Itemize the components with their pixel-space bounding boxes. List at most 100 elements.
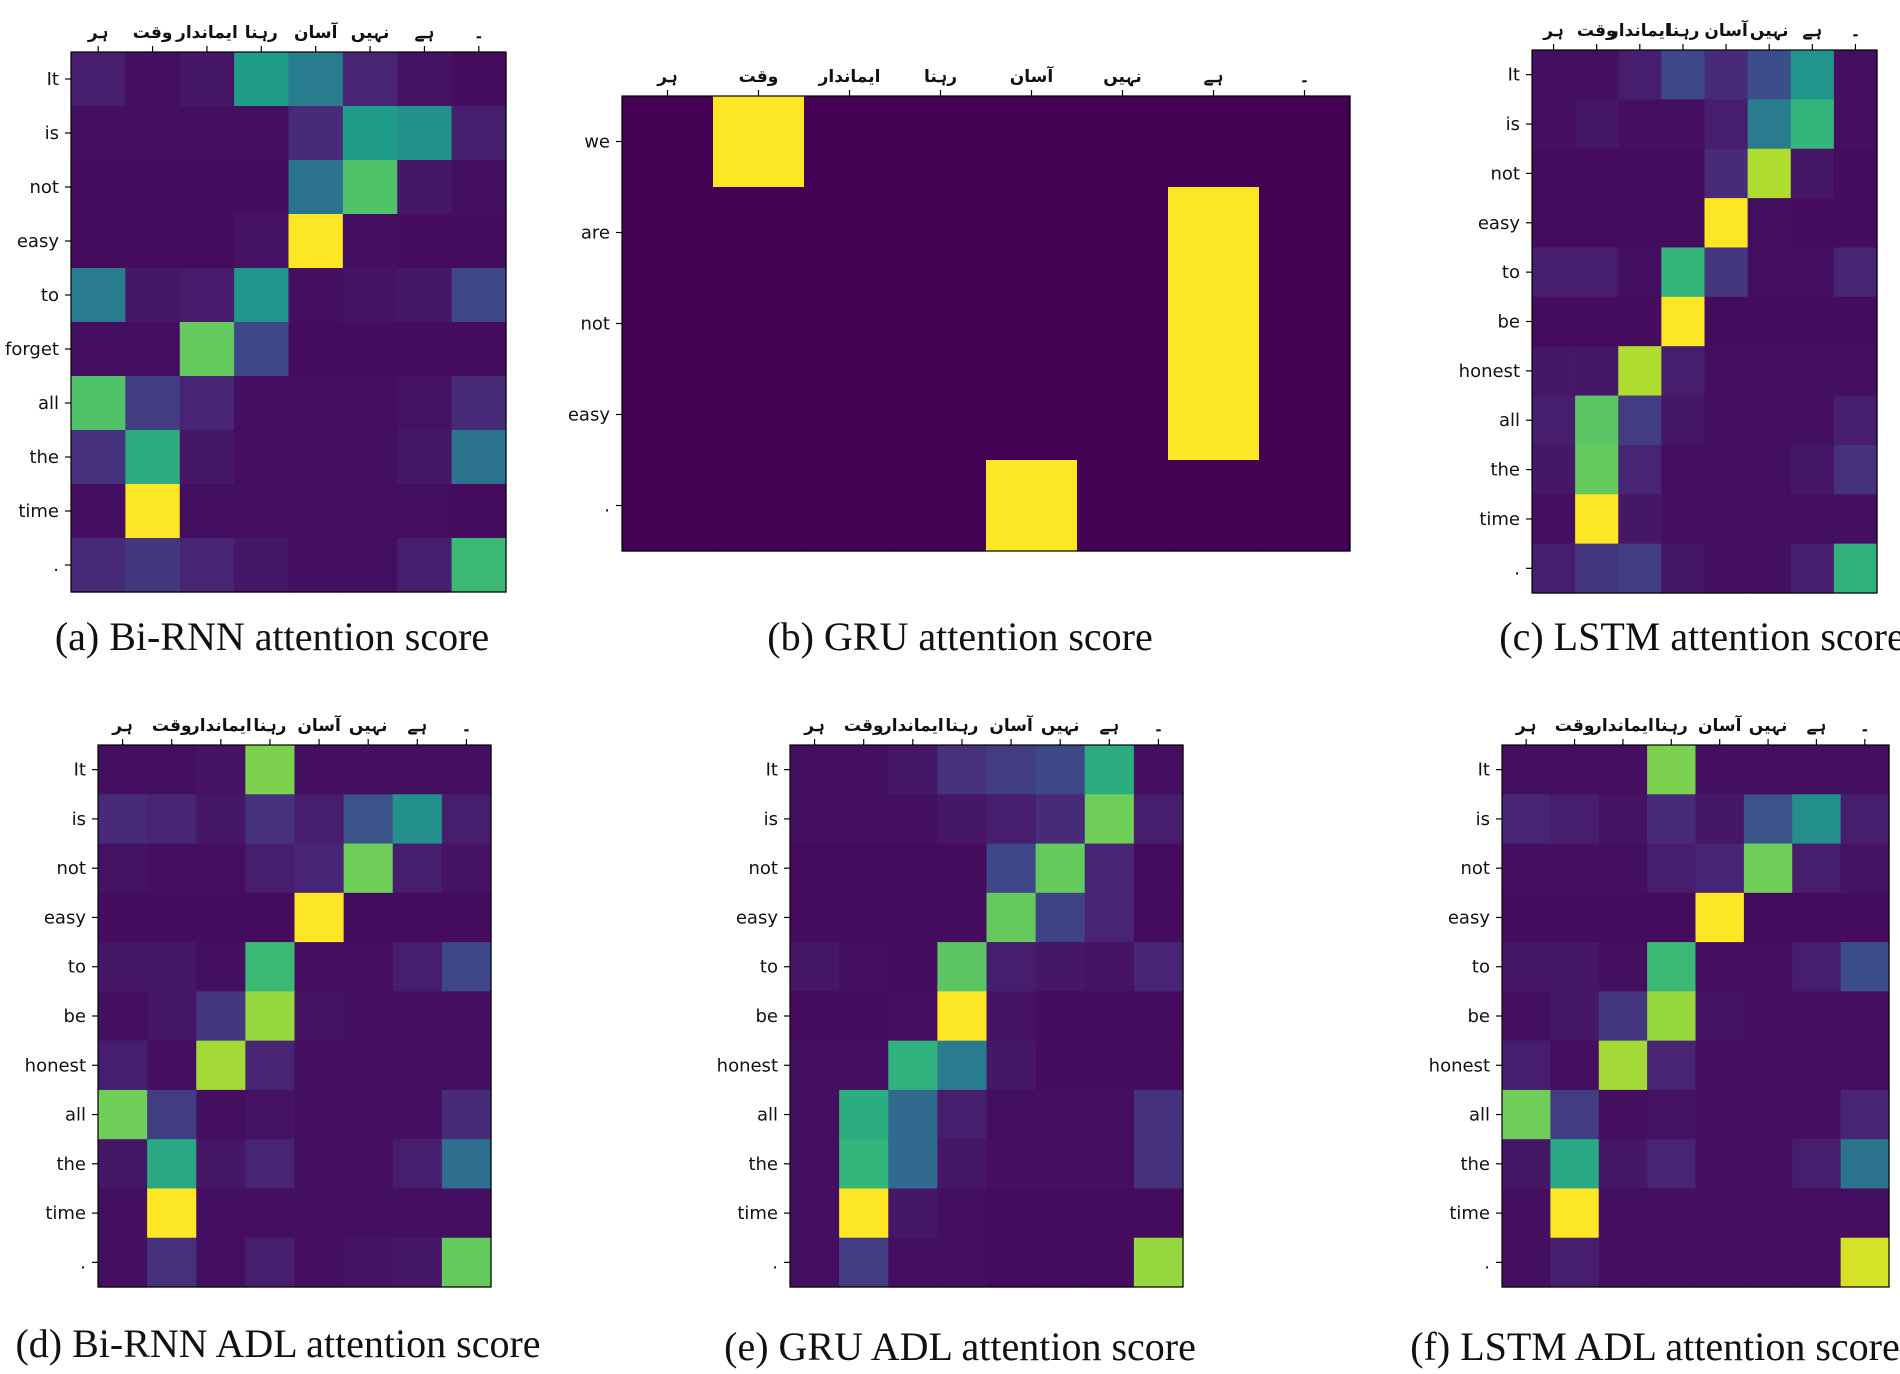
y-tick-label: easy xyxy=(568,405,610,426)
heatmap-cell-r3-c1 xyxy=(713,369,805,461)
heatmap-cell-r9-c3 xyxy=(234,538,290,593)
heatmap-cell-r0-c7 xyxy=(1840,745,1890,795)
y-tick-label: easy xyxy=(44,907,86,928)
heatmap-cell-r8-c7 xyxy=(441,1139,492,1190)
heatmap-cell-r6-c0 xyxy=(98,1040,148,1091)
heatmap-cell-r6-c6 xyxy=(1790,346,1835,397)
heatmap-cell-r0-c6 xyxy=(1790,50,1835,100)
heatmap-cell-r10-c5 xyxy=(1747,543,1792,594)
heatmap-cell-r6-c6 xyxy=(1084,1040,1135,1091)
heatmap-cell-r4-c4 xyxy=(986,942,1037,992)
heatmap-cell-r1-c3 xyxy=(895,187,987,279)
y-tick-label: to xyxy=(1472,957,1490,978)
heatmap-cell-r0-c1 xyxy=(1575,50,1619,100)
heatmap-cell-r3-c7 xyxy=(441,892,492,943)
heatmap-cell-r3-c1 xyxy=(125,214,181,269)
heatmap-cell-r5-c0 xyxy=(1532,296,1576,347)
heatmap-cell-r3-c6 xyxy=(392,892,443,943)
y-tick-label: It xyxy=(47,69,59,90)
heatmap-cell-r7-c6 xyxy=(1084,1089,1135,1140)
heatmap-cell-r10-c4 xyxy=(1695,1237,1745,1288)
heatmap-cell-r3-c3 xyxy=(895,369,987,461)
heatmap-cell-r8-c5 xyxy=(343,1139,394,1190)
heatmap-cell-r2-c5 xyxy=(342,160,398,215)
heatmap-cell-r8-c4 xyxy=(288,484,344,539)
heatmap-cell-r6-c7 xyxy=(1133,1040,1184,1091)
heatmap-cell-r7-c6 xyxy=(1790,395,1835,446)
heatmap-cell-r8-c4 xyxy=(1695,1139,1745,1190)
y-tick-label: to xyxy=(760,957,778,978)
heatmap-cell-r10-c6 xyxy=(392,1237,443,1288)
x-tick-label: ۔ xyxy=(1153,716,1163,736)
heatmap-cell-r7-c6 xyxy=(1792,1089,1842,1140)
x-tick-label: آسان xyxy=(1698,714,1743,736)
heatmap-cell-r10-c2 xyxy=(196,1237,246,1288)
x-tick-label: نہیں xyxy=(349,716,388,736)
heatmap-cell-r2-c0 xyxy=(1502,843,1551,894)
heatmap-cell-r9-c0 xyxy=(790,1188,840,1239)
heatmap-cell-r0-c1 xyxy=(1550,745,1600,795)
heatmap-cell-r3-c1 xyxy=(1575,198,1619,249)
heatmap-cell-r1-c7 xyxy=(1259,187,1351,279)
heatmap-cell-r6-c2 xyxy=(196,1040,246,1091)
y-tick-label: is xyxy=(1506,114,1520,135)
heatmap-cell-r1-c0 xyxy=(622,187,714,279)
heatmap-cell-r4-c6 xyxy=(1792,942,1842,992)
heatmap-cell-r5-c2 xyxy=(1618,296,1662,347)
heatmap-cell-r10-c0 xyxy=(98,1237,148,1288)
heatmap-cell-r9-c7 xyxy=(441,1188,492,1239)
heatmap-cell-r9-c5 xyxy=(343,1188,394,1239)
heatmap-cell-r8-c3 xyxy=(245,1139,296,1190)
panel-b: we are not easy. ہر وقت ایماندار رہنا آسان نہیں ہے… xyxy=(568,65,1351,552)
y-tick-label: . xyxy=(1484,1252,1490,1273)
heatmap-cell-r10-c1 xyxy=(147,1237,197,1288)
heatmap-cell-r1-c5 xyxy=(1035,794,1086,845)
heatmap-cell-r0-c5 xyxy=(1743,745,1793,795)
heatmap-cell-r4-c3 xyxy=(937,942,988,992)
heatmap-cell-r2-c7 xyxy=(1259,278,1351,370)
heatmap-cell-r9-c2 xyxy=(1618,494,1662,545)
heatmap-cell-r5-c7 xyxy=(1133,991,1184,1042)
x-tick-label: ۔ xyxy=(1860,716,1870,736)
heatmap-cell-r2-c4 xyxy=(288,160,344,215)
heatmap-cell-r7-c0 xyxy=(98,1089,148,1140)
heatmap-cell-r3-c0 xyxy=(71,214,126,269)
y-tick-label: not xyxy=(581,314,610,335)
heatmap-cell-r0-c5 xyxy=(1747,50,1792,100)
heatmap-cell-r5-c0 xyxy=(790,991,840,1042)
heatmap-cell-r1-c4 xyxy=(1704,99,1749,150)
heatmap-cell-r6-c7 xyxy=(451,376,507,431)
heatmap-cell-r8-c0 xyxy=(1532,444,1576,495)
x-tick-label: رہنا xyxy=(924,67,957,87)
heatmap-cell-r7-c3 xyxy=(245,1089,296,1140)
heatmap-cell-r9-c5 xyxy=(1743,1188,1793,1239)
x-tick-label: ۔ xyxy=(461,716,471,736)
heatmap-cell-r8-c7 xyxy=(451,484,507,539)
heatmap-cell-r1-c0 xyxy=(71,106,126,161)
heatmap-cell-r9-c2 xyxy=(179,538,235,593)
heatmap-cell-r6-c0 xyxy=(71,376,126,431)
heatmap-cell-r4-c2 xyxy=(804,460,896,552)
caption-f: (f) LSTM ADL attention score xyxy=(1410,1324,1900,1369)
y-tick-label: . xyxy=(53,555,59,576)
heatmap-cell-r8-c5 xyxy=(1035,1139,1086,1190)
y-tick-label: all xyxy=(1469,1105,1490,1126)
heatmap-cell-r1-c5 xyxy=(342,106,398,161)
heatmap-cell-r6-c5 xyxy=(342,376,398,431)
heatmap-cell-r6-c7 xyxy=(1840,1040,1890,1091)
heatmap-cell-r4-c1 xyxy=(1575,247,1619,298)
heatmap-cell-r2-c7 xyxy=(1840,843,1890,894)
y-tick-label: to xyxy=(68,957,86,978)
heatmap-cell-r4-c4 xyxy=(1704,247,1749,298)
heatmap-cell-r10-c4 xyxy=(1704,543,1749,594)
heatmap-cell-r7-c5 xyxy=(342,430,398,485)
heatmap-cell-r0-c7 xyxy=(451,52,507,107)
heatmap-cell-r5-c7 xyxy=(451,322,507,377)
heatmap-cell-r7-c5 xyxy=(1747,395,1792,446)
heatmap-cell-r4-c7 xyxy=(1133,942,1184,992)
heatmap-cell-r1-c2 xyxy=(1618,99,1662,150)
x-tick-label: ہر xyxy=(1515,716,1537,736)
heatmap-cell-r4-c3 xyxy=(245,942,296,992)
heatmap-cell-r4-c6 xyxy=(397,268,453,323)
heatmap-cell-r1-c4 xyxy=(986,187,1078,279)
